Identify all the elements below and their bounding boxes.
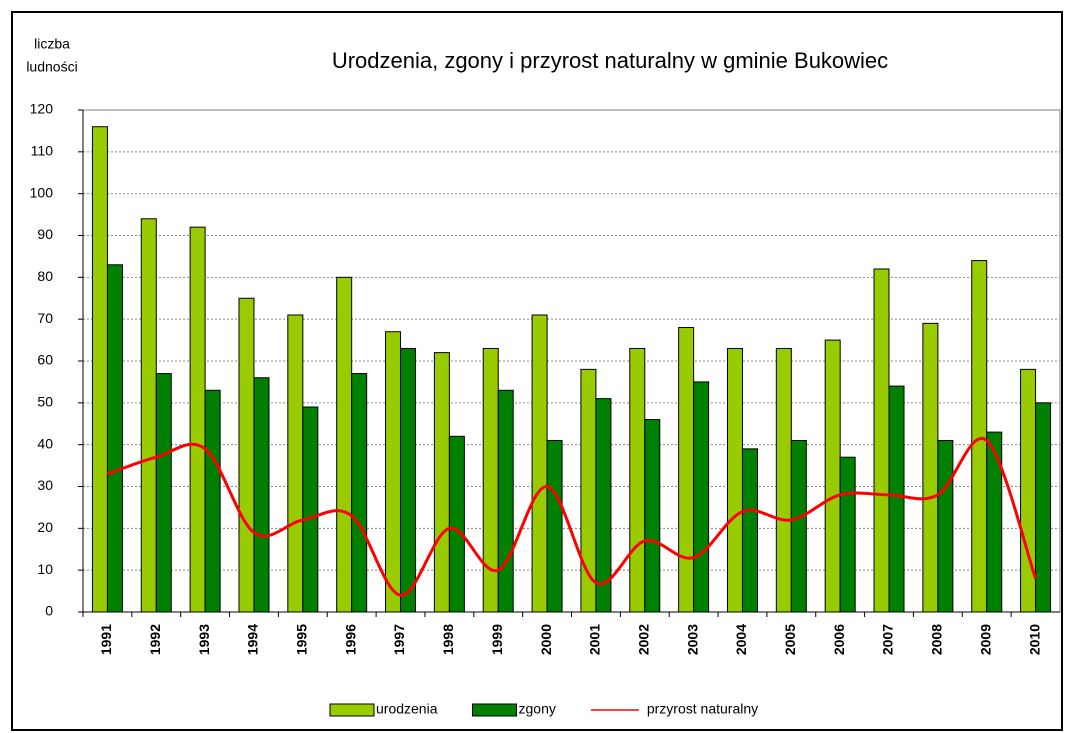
bar xyxy=(482,347,499,613)
x-tick-label: 1992 xyxy=(147,624,163,655)
y-tick-label: 50 xyxy=(37,394,53,410)
x-tick-label: 2010 xyxy=(1026,624,1042,655)
bar xyxy=(1035,402,1052,613)
bar xyxy=(106,264,123,613)
x-tick-label: 1995 xyxy=(294,624,310,655)
x-tick-label: 2008 xyxy=(929,624,945,655)
x-tick-label: 1997 xyxy=(391,624,407,655)
bar xyxy=(741,448,758,613)
bar xyxy=(726,347,743,613)
x-tick-label: 2001 xyxy=(587,624,603,655)
bar xyxy=(790,439,807,613)
bar xyxy=(91,126,108,613)
bar xyxy=(531,314,548,613)
bar xyxy=(629,347,646,613)
bar xyxy=(888,385,905,613)
y-tick-label: 90 xyxy=(37,226,53,242)
bar xyxy=(385,331,402,613)
legend-swatch xyxy=(472,703,517,717)
y-tick-label: 0 xyxy=(45,603,53,619)
bar xyxy=(497,389,514,613)
x-tick-label: 2004 xyxy=(733,624,749,655)
legend-label: urodzenia xyxy=(376,701,438,717)
bar xyxy=(595,398,612,613)
y-tick-label: 30 xyxy=(37,477,53,493)
bar xyxy=(238,297,255,613)
y-tick-label: 110 xyxy=(31,143,54,159)
x-tick-label: 2007 xyxy=(880,624,896,655)
bar xyxy=(189,226,206,613)
y-tick-label: 40 xyxy=(37,435,53,451)
x-tick-label: 1996 xyxy=(342,624,358,655)
x-tick-label: 2006 xyxy=(831,624,847,655)
bar xyxy=(448,435,465,613)
bar xyxy=(140,218,157,613)
bar xyxy=(873,268,890,613)
bar xyxy=(678,327,695,613)
bar xyxy=(824,339,841,613)
x-tick-label: 1994 xyxy=(245,624,261,655)
x-tick-label: 2002 xyxy=(635,624,651,655)
bar xyxy=(155,373,172,613)
x-tick-label: 1993 xyxy=(196,624,212,655)
line xyxy=(106,436,1037,597)
y-axis-label: ludności xyxy=(26,59,77,75)
bar xyxy=(971,260,988,613)
x-tick-label: 2000 xyxy=(538,624,554,655)
legend-label: przyrost naturalny xyxy=(647,701,758,717)
x-tick-label: 2009 xyxy=(977,624,993,655)
x-tick-label: 1999 xyxy=(489,624,505,655)
legend-swatch xyxy=(329,703,375,717)
bar xyxy=(433,352,450,613)
y-tick-label: 20 xyxy=(37,519,53,535)
bar xyxy=(644,419,661,613)
bar xyxy=(253,377,270,613)
y-tick-label: 100 xyxy=(30,184,54,200)
bar xyxy=(693,381,710,613)
x-tick-label: 1998 xyxy=(440,624,456,655)
y-tick-label: 120 xyxy=(30,101,54,117)
bar xyxy=(546,439,563,613)
bar xyxy=(204,389,221,613)
bar xyxy=(986,431,1003,613)
bar xyxy=(336,276,353,613)
y-tick-label: 70 xyxy=(37,310,53,326)
bar xyxy=(287,314,304,613)
bar xyxy=(400,347,417,613)
bar xyxy=(839,456,856,613)
y-axis-label: liczba xyxy=(34,36,70,52)
bar xyxy=(937,439,954,613)
legend-label: zgony xyxy=(519,701,556,717)
x-tick-label: 2003 xyxy=(684,624,700,655)
chart-title: Urodzenia, zgony i przyrost naturalny w … xyxy=(332,48,888,73)
y-tick-label: 60 xyxy=(37,352,53,368)
x-tick-label: 2005 xyxy=(782,624,798,655)
bar xyxy=(775,347,792,613)
bar xyxy=(922,322,939,613)
y-tick-label: 10 xyxy=(37,561,53,577)
bar xyxy=(302,406,319,613)
bar xyxy=(351,373,368,613)
x-tick-label: 1991 xyxy=(98,624,114,655)
y-tick-label: 80 xyxy=(37,268,53,284)
